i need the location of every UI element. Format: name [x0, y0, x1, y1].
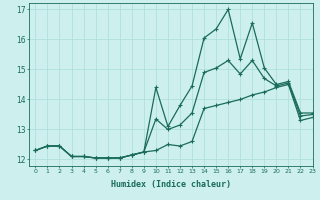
X-axis label: Humidex (Indice chaleur): Humidex (Indice chaleur) [111, 180, 231, 189]
